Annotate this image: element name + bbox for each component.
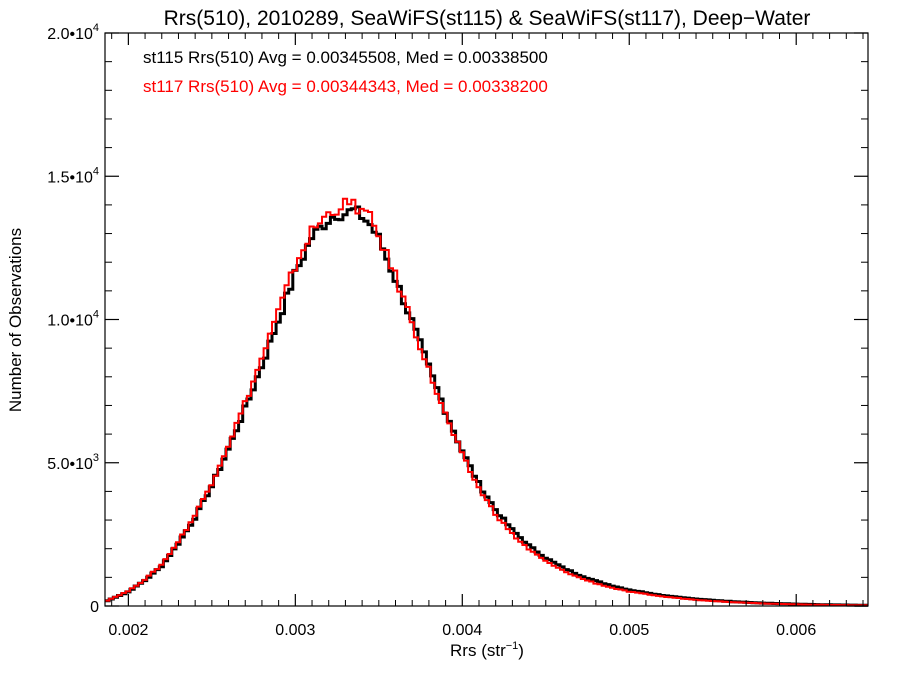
y-tick-label-exponent: 4 — [93, 22, 99, 34]
x-axis-label-exponent: −1 — [506, 640, 519, 652]
y-tick-label: 0 — [90, 599, 99, 616]
legend-st117: st117 Rrs(510) Avg = 0.00344343, Med = 0… — [143, 77, 548, 96]
y-tick-label-exponent: 4 — [93, 309, 99, 321]
series-st115 — [105, 205, 868, 607]
y-tick-label: 5.0•103 — [47, 452, 99, 473]
y-tick-label-exponent: 3 — [93, 452, 99, 464]
x-tick-label: 0.006 — [776, 622, 816, 639]
y-tick-label: 1.0•104 — [47, 309, 99, 330]
series-st117 — [105, 197, 868, 607]
x-axis: 0.002 0.003 0.004 0.005 0.006 — [108, 33, 864, 639]
y-tick-label: 1.5•104 — [47, 165, 99, 186]
y-tick-label: 2.0•104 — [47, 22, 99, 43]
chart-title: Rrs(510), 2010289, SeaWiFS(st115) & SeaW… — [164, 7, 811, 30]
legend-st115: st115 Rrs(510) Avg = 0.00345508, Med = 0… — [143, 48, 548, 67]
y-tick-label-base: 1.0•10 — [47, 313, 93, 330]
x-axis-label-text: Rrs (str — [450, 641, 506, 660]
y-tick-label-base: 0 — [90, 599, 99, 616]
series-layer — [105, 197, 868, 607]
y-tick-label-base: 1.5•10 — [47, 169, 93, 186]
y-tick-label-base: 2.0•10 — [47, 26, 93, 43]
plot-frame — [104, 32, 869, 607]
x-axis-label-end: ) — [518, 641, 524, 660]
x-axis-label: Rrs (str−1) — [450, 640, 524, 660]
x-tick-label: 0.005 — [609, 622, 649, 639]
x-tick-label: 0.003 — [275, 622, 315, 639]
y-axis-label: Number of Observations — [6, 228, 25, 412]
x-tick-label: 0.004 — [442, 622, 482, 639]
y-tick-label-base: 5.0•10 — [47, 456, 93, 473]
x-tick-label: 0.002 — [108, 622, 148, 639]
y-tick-label-exponent: 4 — [93, 165, 99, 177]
